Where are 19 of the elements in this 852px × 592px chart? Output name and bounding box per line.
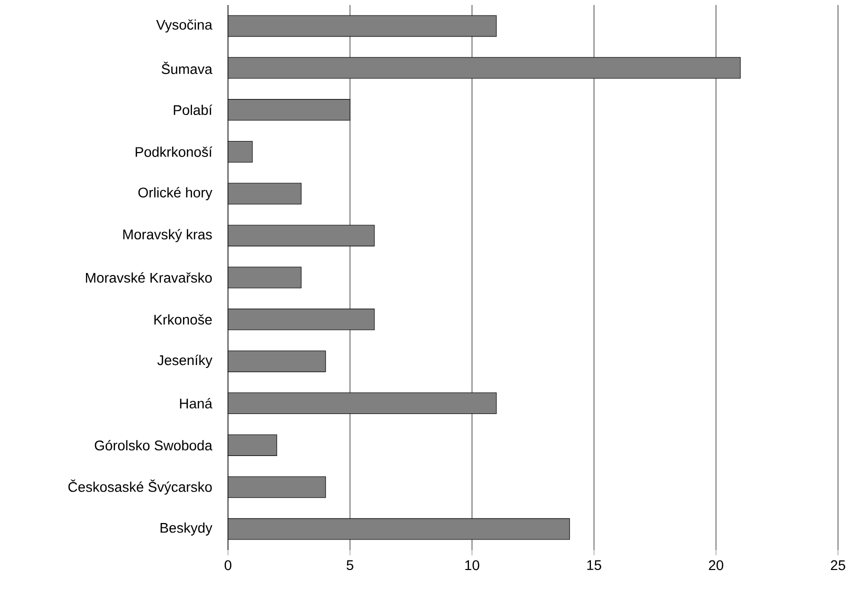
x-tick-label: 15 (587, 560, 602, 570)
y-tick-label: Polabí (174, 104, 212, 116)
y-tick-label: Českosaské Švýcarsko (68, 480, 212, 495)
y-tick-label: Moravské Kravařsko (86, 272, 212, 283)
x-tick-label: 5 (346, 560, 354, 570)
x-tick-label: 25 (830, 560, 846, 570)
x-tick-label: 10 (465, 560, 480, 570)
y-tick-label: Šumava (162, 62, 212, 74)
y-tick-label: Beskydy (160, 522, 212, 536)
y-tick-label: Moravský kras (123, 228, 212, 242)
y-tick-label: Orlické hory (138, 187, 212, 200)
x-tick-label: 0 (224, 560, 232, 570)
y-tick-label: Krkonoše (154, 314, 212, 325)
y-tick-label: Vysočina (156, 19, 212, 33)
y-tick-label: Górolsko Swoboda (94, 440, 212, 450)
y-tick-label: Podkrkonoší (136, 146, 212, 157)
x-tick-label: 20 (708, 560, 724, 570)
y-tick-label: Haná (180, 398, 212, 408)
y-tick-label: Jeseníky (157, 354, 212, 368)
